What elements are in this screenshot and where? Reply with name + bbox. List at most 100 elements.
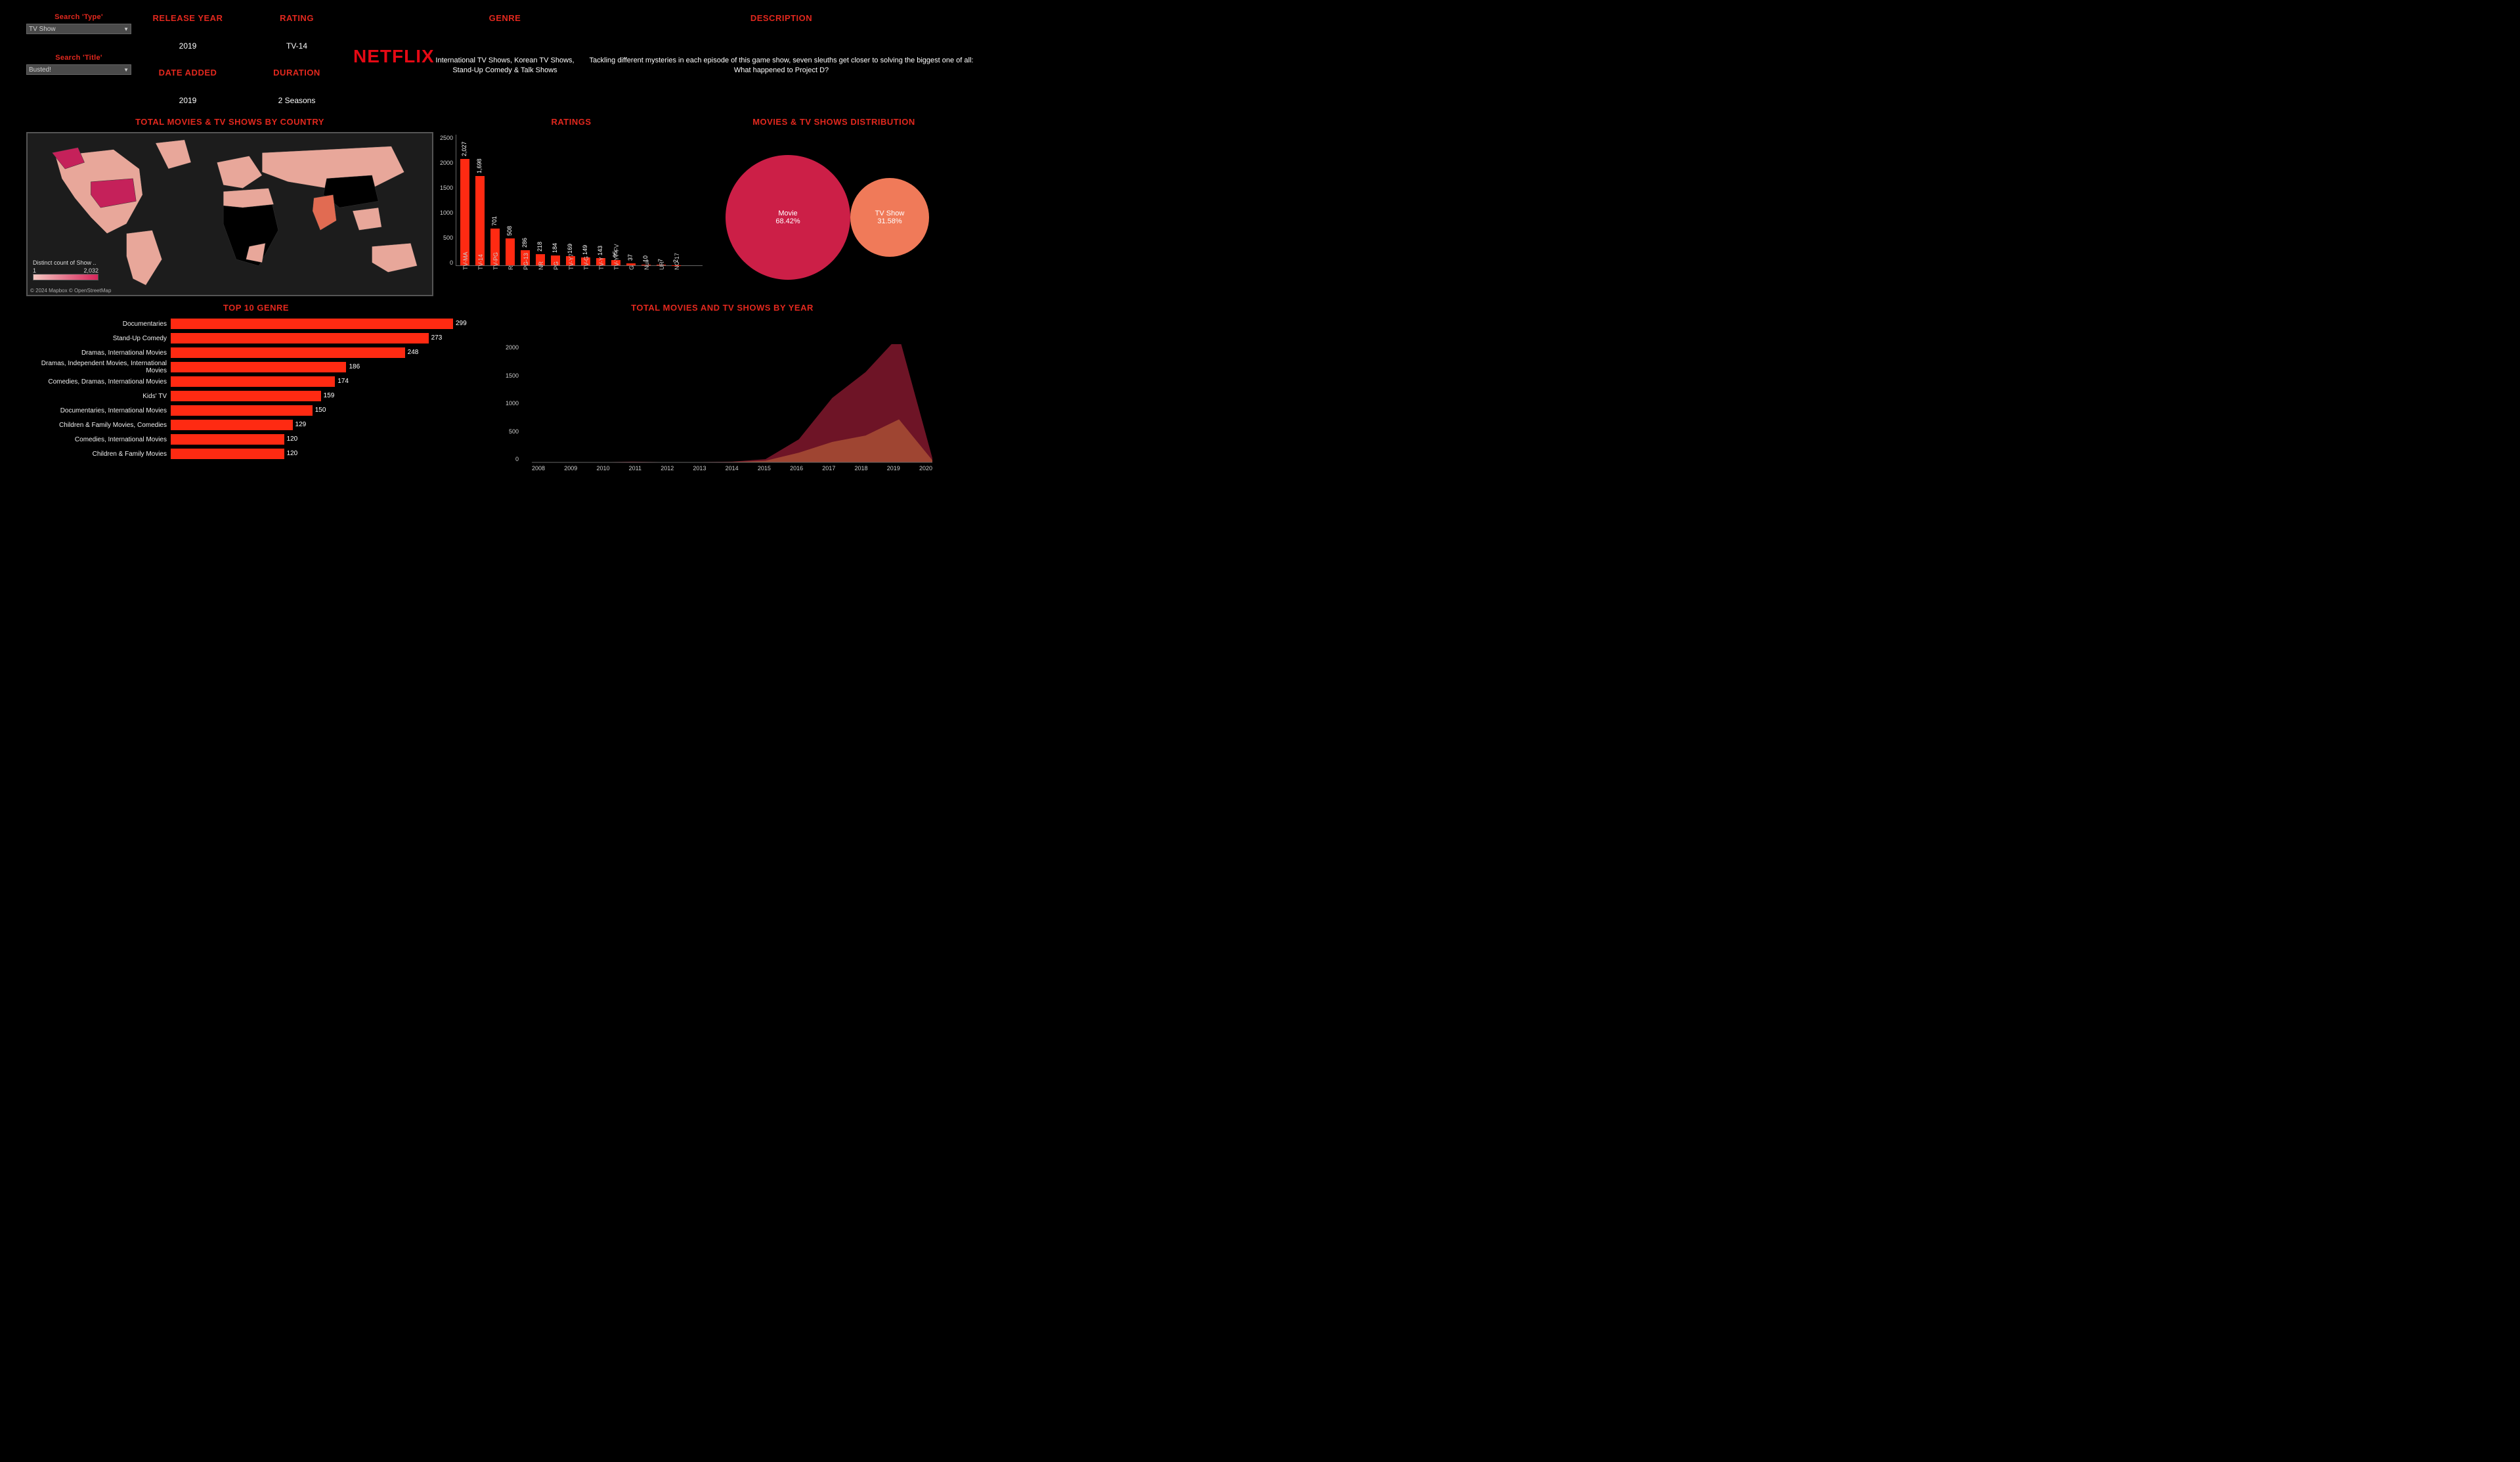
ratings-bar-value: 143 xyxy=(597,246,603,255)
distribution-bubble[interactable]: Movie68.42% xyxy=(726,155,850,280)
map-attribution: © 2024 Mapbox © OpenStreetMap xyxy=(30,288,111,294)
top10-value: 273 xyxy=(429,333,443,343)
genre-text: International TV Shows, Korean TV Shows,… xyxy=(429,56,580,76)
top10-value: 174 xyxy=(335,376,349,387)
map-legend-label: Distinct count of Show .. xyxy=(33,259,98,266)
distribution-panel: MOVIES & TV SHOWS DISTRIBUTION Movie68.4… xyxy=(709,117,959,296)
ratings-bar-category: PG xyxy=(553,261,559,270)
ratings-bar-category: TV-Y7 xyxy=(568,254,575,270)
top10-row: Dramas, Independent Movies, Internationa… xyxy=(26,361,486,373)
ratings-yaxis: 25002000150010005000 xyxy=(440,135,456,266)
area-panel: TOTAL MOVIES AND TV SHOWS BY YEAR 200015… xyxy=(492,303,952,489)
top10-row: Stand-Up Comedy 273 xyxy=(26,332,486,344)
description-title: DESCRIPTION xyxy=(584,13,978,23)
top10-label: Documentaries, International Movies xyxy=(26,407,171,414)
top10-row: Comedies, International Movies120 xyxy=(26,433,486,445)
top10-value: 129 xyxy=(293,420,307,430)
ratings-bar-category: R xyxy=(508,266,514,271)
top10-label: Dramas, Independent Movies, Internationa… xyxy=(26,360,171,374)
top10-label: Documentaries xyxy=(26,321,171,328)
filter-title-label: Search 'Title' xyxy=(26,54,131,62)
map-legend-max: 2,032 xyxy=(83,267,98,274)
top10-list: Documentaries 299 Stand-Up Comedy 273 Dramas… xyxy=(26,318,486,460)
distribution-title: MOVIES & TV SHOWS DISTRIBUTION xyxy=(709,117,959,127)
ratings-panel: RATINGS 25002000150010005000 2,027TV-MA1… xyxy=(440,117,703,296)
top10-label: Dramas, International Movies xyxy=(26,349,171,357)
ratings-plot: 2,027TV-MA1,698TV-14701TV-PG508R286PG-13… xyxy=(456,135,703,266)
top10-row: Children & Family Movies120 xyxy=(26,448,486,460)
ratings-bar-category: TV-14 xyxy=(477,254,484,270)
bubble-pct: 31.58% xyxy=(877,217,902,225)
duration-value: 2 Seasons xyxy=(244,96,349,105)
top10-label: Children & Family Movies, Comedies xyxy=(26,422,171,429)
top10-panel: TOP 10 GENRE Documentaries 299 Stand-Up Co… xyxy=(26,303,486,489)
ratings-bar-category: UR xyxy=(659,261,665,270)
ratings-bar-category: PG-13 xyxy=(523,253,529,270)
ratings-bar-category: TV-Y7-FV xyxy=(613,244,620,270)
top10-value: 299 xyxy=(453,319,467,329)
top10-row: Documentaries, International Movies150 xyxy=(26,405,486,416)
top10-bar[interactable] xyxy=(171,333,429,343)
ratings-bar-value: 149 xyxy=(582,245,588,255)
top10-bar[interactable] xyxy=(171,347,405,358)
ratings-title: RATINGS xyxy=(440,117,703,127)
top10-row: Documentaries 299 xyxy=(26,318,486,330)
top10-label: Children & Family Movies xyxy=(26,451,171,458)
ratings-bar-value: 184 xyxy=(552,243,558,253)
date-added-title: DATE ADDED xyxy=(135,68,240,78)
duration-title: DURATION xyxy=(244,68,349,78)
ratings-bar-category: Null xyxy=(643,259,650,270)
filter-type-dropdown[interactable]: TV Show ▼ xyxy=(26,24,131,34)
ratings-bar-value: 37 xyxy=(627,254,634,261)
world-map[interactable]: Distinct count of Show .. 1 2,032 © 2024… xyxy=(26,132,433,296)
top10-bar[interactable] xyxy=(171,391,321,401)
ratings-bar-value: 508 xyxy=(506,226,513,236)
top10-row: Dramas, International Movies 248 xyxy=(26,347,486,359)
map-legend-gradient xyxy=(33,274,98,280)
ratings-bar-category: G xyxy=(628,265,635,270)
ratings-bar-value: 286 xyxy=(521,238,528,248)
top10-bar[interactable] xyxy=(171,420,293,430)
filter-type-value: TV Show xyxy=(29,26,56,33)
map-legend-min: 1 xyxy=(33,267,36,274)
top10-bar[interactable] xyxy=(171,449,284,459)
map-legend: Distinct count of Show .. 1 2,032 xyxy=(33,259,98,280)
top10-bar[interactable] xyxy=(171,434,284,445)
top10-label: Stand-Up Comedy xyxy=(26,335,171,342)
ratings-bar[interactable] xyxy=(460,159,469,265)
filter-title-dropdown[interactable]: Busted! ▼ xyxy=(26,64,131,75)
map-title: TOTAL MOVIES & TV SHOWS BY COUNTRY xyxy=(26,117,433,127)
top10-row: Kids' TV159 xyxy=(26,390,486,402)
area-title: TOTAL MOVIES AND TV SHOWS BY YEAR xyxy=(492,303,952,313)
ratings-bar-value: 218 xyxy=(536,242,543,252)
distribution-bubble[interactable]: TV Show31.58% xyxy=(850,178,929,257)
ratings-bar-category: TV-Y xyxy=(598,257,605,270)
distribution-plot: Movie68.42%TV Show31.58% xyxy=(709,132,959,296)
ratings-bar[interactable] xyxy=(475,176,485,265)
area-xaxis: 2008200920102011201220132014201520162017… xyxy=(532,465,932,472)
ratings-bar-value: 701 xyxy=(491,216,498,226)
top10-label: Comedies, Dramas, International Movies xyxy=(26,378,171,386)
bubble-pct: 68.42% xyxy=(775,217,800,225)
top10-value: 248 xyxy=(405,347,419,358)
top10-bar[interactable] xyxy=(171,362,346,372)
area-plot xyxy=(532,344,932,465)
top10-title: TOP 10 GENRE xyxy=(26,303,486,313)
ratings-bar-category: TV-PG xyxy=(492,252,499,270)
netflix-logo: NETFLIX xyxy=(353,46,425,67)
description-text: Tackling different mysteries in each epi… xyxy=(584,56,978,76)
top10-value: 186 xyxy=(346,362,360,372)
ratings-bar-category: TV-MA xyxy=(462,252,469,270)
ratings-bar[interactable] xyxy=(506,238,515,265)
ratings-bar-value: 2,027 xyxy=(461,141,467,156)
rating-value: TV-14 xyxy=(244,41,349,51)
bubble-name: Movie xyxy=(778,210,797,217)
top10-bar[interactable] xyxy=(171,319,453,329)
top10-bar[interactable] xyxy=(171,376,335,387)
filter-type-label: Search 'Type' xyxy=(26,13,131,21)
map-panel: TOTAL MOVIES & TV SHOWS BY COUNTRY xyxy=(26,117,433,296)
ratings-bar-value: 1,698 xyxy=(476,159,483,174)
release-year-value: 2019 xyxy=(135,41,240,51)
top10-label: Comedies, International Movies xyxy=(26,436,171,443)
top10-bar[interactable] xyxy=(171,405,313,416)
